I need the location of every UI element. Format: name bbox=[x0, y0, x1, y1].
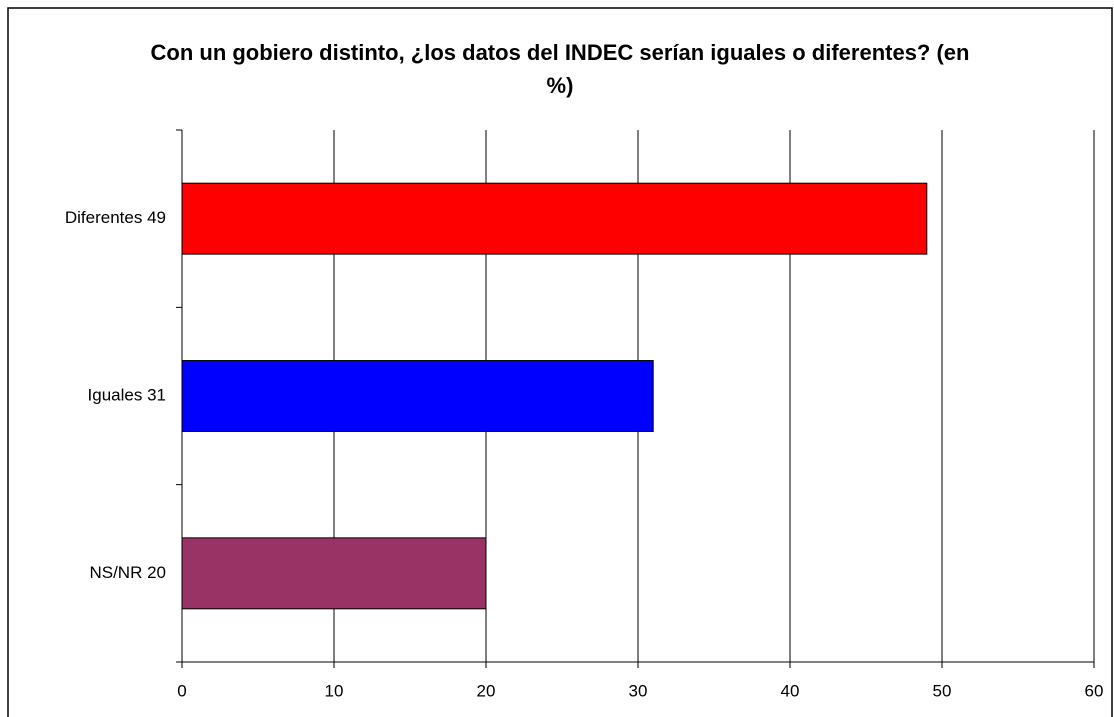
x-tick-label: 60 bbox=[1085, 681, 1104, 700]
x-tick-label: 0 bbox=[177, 681, 186, 700]
bar bbox=[181, 360, 654, 432]
x-tick-label: 40 bbox=[781, 681, 800, 700]
x-tick-label: 20 bbox=[477, 681, 496, 700]
bar bbox=[181, 537, 487, 610]
x-tick-label: 10 bbox=[325, 681, 344, 700]
x-tick-label: 30 bbox=[629, 681, 648, 700]
chart-title: Con un gobiero distinto, ¿los datos del … bbox=[150, 40, 970, 98]
y-tick-label: NS/NR 20 bbox=[89, 563, 166, 582]
y-tick-label: Iguales 31 bbox=[88, 385, 166, 404]
y-tick-label: Diferentes 49 bbox=[65, 208, 166, 227]
x-tick-label: 50 bbox=[933, 681, 952, 700]
bar bbox=[181, 182, 928, 255]
